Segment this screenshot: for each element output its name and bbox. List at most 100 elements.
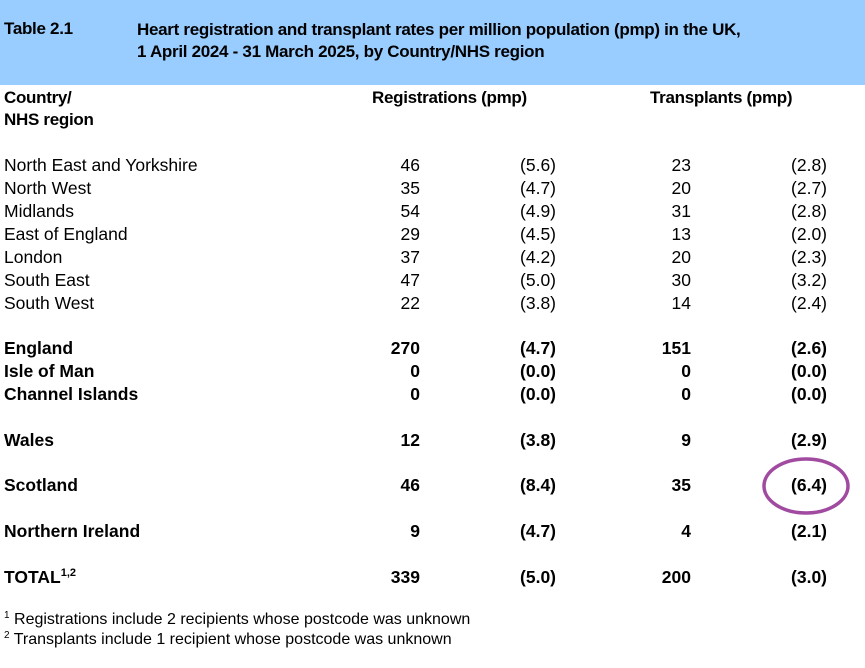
registrations-count: 0 <box>410 383 420 406</box>
transplants-pmp: (2.3) <box>791 246 827 269</box>
registrations-pmp-text: (5.0) <box>520 567 556 587</box>
registrations-pmp-text: (4.5) <box>520 224 556 244</box>
registrations-count-text: 270 <box>390 338 420 358</box>
table-row: East of England 29 (4.5) 13 (2.0) <box>0 223 865 246</box>
region-header-line-1: Country/ <box>4 88 72 107</box>
table-title: Heart registration and transplant rates … <box>137 19 741 63</box>
registrations-pmp-text: (4.7) <box>520 178 556 198</box>
transplants-count-text: 20 <box>671 247 691 267</box>
footnote-mark: 2 <box>4 630 10 641</box>
registrations-count: 9 <box>410 520 420 543</box>
region-name: Isle of Man <box>4 360 94 383</box>
title-line-2: 1 April 2024 - 31 March 2025, by Country… <box>137 42 545 61</box>
registrations-count-text: 46 <box>400 155 420 175</box>
registrations-pmp-text: (3.8) <box>520 293 556 313</box>
registrations-count-text: 54 <box>400 201 420 221</box>
transplants-count: 14 <box>672 292 691 315</box>
registrations-count-text: 35 <box>400 178 420 198</box>
table-row: TOTAL1,2 339 (5.0) 200 (3.0) <box>0 566 865 589</box>
registrations-pmp-text: (5.0) <box>520 270 556 290</box>
registrations-pmp-text: (0.0) <box>520 361 556 381</box>
registrations-pmp: (3.8) <box>520 429 556 452</box>
registrations-pmp-text: (8.4) <box>520 475 556 495</box>
region-name-text: Midlands <box>4 201 75 221</box>
transplants-count-text: 0 <box>681 361 691 381</box>
region-name: North East and Yorkshire <box>4 154 198 177</box>
transplants-count-text: 23 <box>671 155 691 175</box>
transplants-count: 4 <box>681 520 691 543</box>
table-row: Scotland 46 (8.4) 35 (6.4) <box>0 474 865 497</box>
table-row: North East and Yorkshire 46 (5.6) 23 (2.8) <box>0 154 865 177</box>
registrations-count: 46 <box>401 154 420 177</box>
registrations-pmp-text: (3.8) <box>520 430 556 450</box>
transplants-pmp: (3.0) <box>791 566 827 589</box>
region-name: East of England <box>4 223 128 246</box>
transplants-count-text: 20 <box>671 178 691 198</box>
registrations-count-text: 47 <box>400 270 420 290</box>
region-name-text: South West <box>4 293 95 313</box>
region-name-text: Wales <box>4 430 54 450</box>
registrations-pmp: (0.0) <box>520 360 556 383</box>
transplants-pmp-text: (2.0) <box>791 224 827 244</box>
transplants-pmp-text: (2.3) <box>791 247 827 267</box>
transplants-pmp-text: (0.0) <box>791 384 827 404</box>
transplants-pmp-text: (2.4) <box>791 293 827 313</box>
transplants-count-text: 4 <box>681 521 691 541</box>
registrations-pmp: (4.2) <box>520 246 556 269</box>
transplants-pmp: (6.4) <box>791 474 827 497</box>
region-name: Scotland <box>4 474 78 497</box>
transplants-pmp-text: (2.8) <box>791 201 827 221</box>
footnote-text: Registrations include 2 recipients whose… <box>14 611 471 628</box>
region-name-text: Channel Islands <box>4 384 139 404</box>
registrations-pmp: (4.9) <box>520 200 556 223</box>
footnote-1: 1 Registrations include 2 recipients who… <box>4 611 470 629</box>
transplants-count: 151 <box>662 337 691 360</box>
region-name-text: Scotland <box>4 475 78 495</box>
table-row: Channel Islands 0 (0.0) 0 (0.0) <box>0 383 865 406</box>
region-name-text: London <box>4 247 63 267</box>
region-name: England <box>4 337 73 360</box>
transplants-count-text: 35 <box>671 475 691 495</box>
transplants-count-text: 9 <box>681 430 691 450</box>
column-header-region: Country/ NHS region <box>4 87 94 131</box>
footnote-text: Transplants include 1 recipient whose po… <box>13 631 452 648</box>
region-name: Wales <box>4 429 54 452</box>
registrations-count: 29 <box>401 223 420 246</box>
transplants-pmp-text: (2.6) <box>791 338 827 358</box>
transplants-pmp: (2.8) <box>791 154 827 177</box>
transplants-pmp-text: (0.0) <box>791 361 827 381</box>
table-row: Isle of Man 0 (0.0) 0 (0.0) <box>0 360 865 383</box>
transplants-count: 0 <box>681 383 691 406</box>
transplants-count: 31 <box>672 200 691 223</box>
registrations-pmp: (8.4) <box>520 474 556 497</box>
region-name-text: North West <box>4 178 92 198</box>
registrations-pmp-text: (4.9) <box>520 201 556 221</box>
region-name-text: Isle of Man <box>4 361 95 381</box>
region-name-text: TOTAL <box>4 567 61 587</box>
registrations-count: 270 <box>391 337 420 360</box>
registrations-pmp: (4.7) <box>520 520 556 543</box>
transplants-count-text: 200 <box>661 567 691 587</box>
transplants-pmp: (2.6) <box>791 337 827 360</box>
transplants-pmp: (0.0) <box>791 383 827 406</box>
registrations-pmp: (0.0) <box>520 383 556 406</box>
table-number: Table 2.1 <box>4 19 73 38</box>
transplants-count-text: 151 <box>661 338 691 358</box>
footnote-2: 2 Transplants include 1 recipient whose … <box>4 631 452 649</box>
table-row: North West 35 (4.7) 20 (2.7) <box>0 177 865 200</box>
table-row: England 270 (4.7) 151 (2.6) <box>0 337 865 360</box>
registrations-count-text: 9 <box>410 521 420 541</box>
transplants-count: 0 <box>681 360 691 383</box>
registrations-count-text: 22 <box>400 293 420 313</box>
registrations-count: 37 <box>401 246 420 269</box>
region-name: London <box>4 246 62 269</box>
registrations-pmp: (5.0) <box>520 269 556 292</box>
footnote-reference: 1,2 <box>60 567 77 579</box>
table-row: Northern Ireland 9 (4.7) 4 (2.1) <box>0 520 865 543</box>
registrations-count-text: 0 <box>410 384 420 404</box>
transplants-pmp-text: (2.8) <box>791 155 827 175</box>
registrations-count: 0 <box>410 360 420 383</box>
footnote-mark: 1 <box>4 610 10 621</box>
transplants-count-text: 30 <box>671 270 691 290</box>
registrations-count-text: 29 <box>400 224 420 244</box>
